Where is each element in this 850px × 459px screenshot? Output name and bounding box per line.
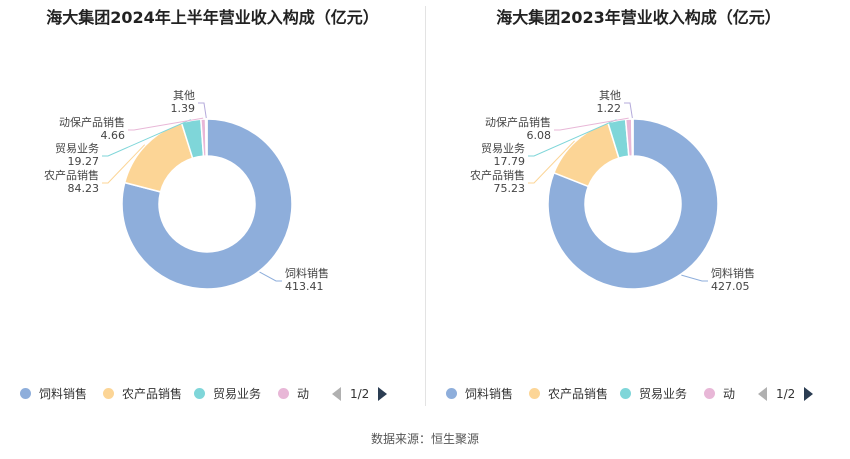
legend-item-trade[interactable]: 贸易业务 (620, 384, 687, 404)
legend-page-indicator: 1/2 (350, 387, 370, 401)
slice-label-agri: 农产品销售 (470, 168, 525, 182)
legend-dot (704, 388, 715, 399)
leader-line-agri (102, 144, 146, 184)
pie-slice-other[interactable] (631, 118, 634, 157)
legend-dot (446, 388, 457, 399)
chart-title-2024: 海大集团2024年上半年营业收入构成（亿元） (46, 8, 379, 27)
legend-label: 饲料销售 (465, 387, 514, 401)
slice-value-other: 1.22 (597, 102, 622, 115)
chart-title-2023: 海大集团2023年营业收入构成（亿元） (496, 8, 781, 27)
slice-value-trade: 19.27 (68, 155, 100, 168)
leader-line-feed (259, 271, 282, 282)
legend-prev-icon[interactable] (332, 386, 341, 401)
legend-item-animal-health[interactable]: 动 (278, 384, 309, 404)
slice-value-agri: 84.23 (68, 182, 100, 195)
chart-panel-2023: 海大集团2023年营业收入构成（亿元） 饲料销售 427.05 农产品销售 75.23… (426, 0, 850, 410)
slice-label-animal-health: 动保产品销售 (485, 115, 551, 129)
slice-label-other: 其他 (173, 89, 195, 102)
leader-line-feed (681, 274, 708, 282)
legend-dot (620, 388, 631, 399)
legend-next-icon[interactable] (378, 386, 388, 401)
legend-2024: 饲料销售 农产品销售 贸易业务 动 1/2 (16, 384, 421, 404)
legend-label: 贸易业务 (213, 387, 262, 401)
pie-slice-agri[interactable] (552, 121, 620, 188)
slice-label-agri: 农产品销售 (44, 168, 99, 182)
legend-dot (194, 388, 205, 399)
slice-label-feed: 饲料销售 (711, 266, 755, 280)
legend-item-animal-health[interactable]: 动 (704, 384, 735, 404)
legend-dot (529, 388, 540, 399)
slice-label-trade: 贸易业务 (55, 142, 99, 155)
leader-line-agri (528, 140, 575, 184)
legend-prev-icon[interactable] (758, 386, 767, 401)
pie-slice-feed[interactable] (547, 118, 719, 290)
slice-label-trade: 贸易业务 (481, 142, 525, 155)
legend-2023: 饲料销售 农产品销售 贸易业务 动 1/2 (442, 384, 847, 404)
legend-dot (20, 388, 31, 399)
legend-item-trade[interactable]: 贸易业务 (194, 384, 261, 404)
leader-line-animal-health (128, 117, 204, 131)
slice-value-other: 1.39 (171, 102, 196, 115)
pie-slice-other[interactable] (204, 118, 208, 157)
legend-dot (103, 388, 114, 399)
legend-label: 动 (297, 387, 310, 401)
legend-label: 农产品销售 (122, 387, 183, 401)
legend-label: 贸易业务 (639, 387, 688, 401)
legend-item-agri[interactable]: 农产品销售 (103, 384, 182, 404)
panel-divider (425, 6, 426, 406)
legend-pager: 1/2 (758, 384, 814, 404)
legend-dot (278, 388, 289, 399)
legend-pager: 1/2 (332, 384, 388, 404)
leader-line-trade (528, 119, 617, 157)
legend-page-indicator: 1/2 (776, 387, 796, 401)
slice-value-feed: 427.05 (711, 280, 750, 293)
legend-next-icon[interactable] (804, 386, 814, 401)
slice-value-animal-health: 6.08 (527, 129, 552, 142)
data-source: 数据来源：恒生聚源 (370, 432, 479, 446)
slice-label-other: 其他 (599, 89, 621, 102)
leader-line-trade (102, 119, 192, 157)
slice-value-trade: 17.79 (494, 155, 526, 168)
legend-item-feed[interactable]: 饲料销售 (20, 384, 87, 404)
slice-value-animal-health: 4.66 (101, 129, 126, 142)
legend-label: 动 (723, 387, 736, 401)
slice-label-animal-health: 动保产品销售 (59, 115, 125, 129)
legend-label: 农产品销售 (548, 387, 609, 401)
slice-value-feed: 413.41 (285, 280, 324, 293)
leader-line-other (198, 102, 207, 119)
chart-panel-2024: 海大集团2024年上半年营业收入构成（亿元） 饲料销售 413.41 农产品销售 84… (0, 0, 425, 410)
leader-line-other (624, 102, 633, 119)
legend-label: 饲料销售 (39, 387, 88, 401)
legend-item-feed[interactable]: 饲料销售 (446, 384, 513, 404)
slice-label-feed: 饲料销售 (285, 266, 329, 280)
legend-item-agri[interactable]: 农产品销售 (529, 384, 608, 404)
pie-slice-feed[interactable] (121, 118, 293, 290)
slice-value-agri: 75.23 (494, 182, 526, 195)
leader-line-animal-health (554, 117, 629, 131)
